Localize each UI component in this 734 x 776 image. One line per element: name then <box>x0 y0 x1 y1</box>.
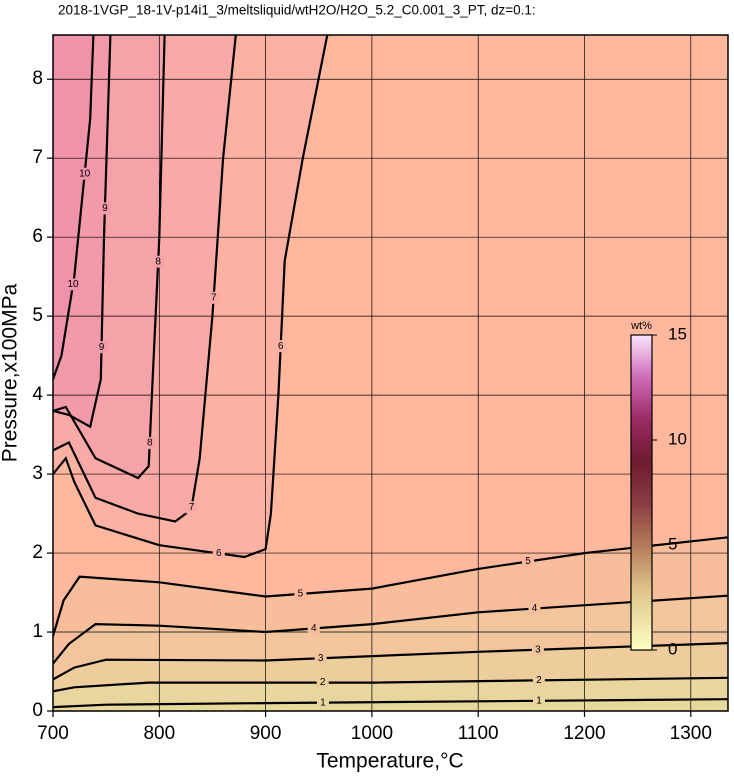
contour-label-bg <box>274 340 287 353</box>
x-tick-label: 800 <box>143 723 175 744</box>
contour-label-text: 7 <box>189 502 195 513</box>
colorbar-label: wt% <box>630 320 652 332</box>
y-tick-label: 3 <box>32 463 43 484</box>
contour-line <box>53 642 728 681</box>
contour-label-bg <box>307 622 320 635</box>
x-tick-label: 1000 <box>351 723 393 744</box>
contour-label-text: 7 <box>211 292 217 303</box>
contour-label: 9 <box>95 341 108 354</box>
contour-line <box>53 698 728 709</box>
contour-label-bg <box>212 547 225 560</box>
contour-label-text: 5 <box>525 556 531 567</box>
contour-label-text: 10 <box>79 168 91 179</box>
contour-label-bg <box>528 602 541 615</box>
contour-line <box>53 35 237 523</box>
y-tick-label: 6 <box>32 226 43 247</box>
x-tick-label: 700 <box>37 723 69 744</box>
contour-label-text: 9 <box>99 342 105 353</box>
plot-frame <box>52 34 729 712</box>
contour-label-text: 5 <box>298 589 304 600</box>
contour-label-bg <box>185 501 198 514</box>
plot-area: 1 1 2 2 3 3 4 4 5 5 6 6 7 7 8 8 9 9 10 10 <box>53 35 728 711</box>
contour-label-bg <box>314 652 327 665</box>
contour-line <box>53 676 728 693</box>
contour-label-bg <box>532 674 545 687</box>
colorbar-tick-label: 5 <box>668 534 677 553</box>
y-tick-label: 5 <box>32 305 43 326</box>
contour-label: 1 <box>316 696 329 709</box>
contour-label: 5 <box>522 555 535 568</box>
contour-label: 10 <box>78 167 91 180</box>
contour-label: 6 <box>212 547 225 560</box>
contour-label-text: 2 <box>536 675 542 686</box>
contour-fill <box>53 35 94 380</box>
x-axis-label: Temperature,°C <box>316 750 463 773</box>
contour-label-bg <box>98 202 111 215</box>
contour-label-text: 10 <box>67 279 79 290</box>
y-tick-label: 8 <box>32 68 43 89</box>
contour-label-bg <box>143 436 156 449</box>
contour-label: 4 <box>307 622 320 635</box>
y-tick-label: 4 <box>32 384 43 405</box>
contour-label: 3 <box>531 643 544 656</box>
contour-label-bg <box>316 696 329 709</box>
contour-line <box>53 536 728 637</box>
contour-label-text: 6 <box>216 548 222 559</box>
contour-label-bg <box>78 167 91 180</box>
contour-line <box>53 35 95 380</box>
x-tick-label: 1100 <box>458 723 499 744</box>
contour-label: 10 <box>67 278 80 291</box>
contour-label: 8 <box>152 255 165 268</box>
contour-label-bg <box>294 587 307 600</box>
contour-label-text: 6 <box>278 341 284 352</box>
contour-label-text: 8 <box>155 256 161 267</box>
contour-label-text: 1 <box>536 695 542 706</box>
contour-label-text: 2 <box>320 677 326 688</box>
contour-label: 7 <box>207 291 220 304</box>
contour-label-bg <box>316 676 329 689</box>
colorbar-tick-label: 0 <box>668 639 677 658</box>
contour-label-text: 1 <box>320 697 326 708</box>
y-axis-label: Pressure,x100MPa <box>0 283 22 462</box>
contour-label-bg <box>67 278 80 291</box>
y-tick-label: 7 <box>32 147 43 168</box>
colorbar <box>630 334 653 651</box>
contour-label: 9 <box>98 202 111 215</box>
x-tick-label: 1200 <box>563 723 605 744</box>
contour-label: 2 <box>532 674 545 687</box>
contour-label: 7 <box>185 501 198 514</box>
contour-label-text: 9 <box>102 203 108 214</box>
contour-label-bg <box>531 643 544 656</box>
contour-label-bg <box>95 341 108 354</box>
contour-label: 4 <box>528 602 541 615</box>
contour-label: 6 <box>274 340 287 353</box>
y-tick-label: 1 <box>32 621 43 642</box>
contour-label-bg <box>522 555 535 568</box>
contour-label-text: 8 <box>147 438 153 449</box>
contour-label: 1 <box>532 694 545 707</box>
x-tick-label: 1300 <box>670 723 712 744</box>
colorbar-tick-label: 10 <box>668 429 687 448</box>
contour-label: 2 <box>316 676 329 689</box>
contour-label-bg <box>207 291 220 304</box>
contour-line <box>53 594 728 665</box>
contour-label-bg <box>532 694 545 707</box>
contour-label-text: 4 <box>311 623 317 634</box>
contour-label: 5 <box>294 587 307 600</box>
y-tick-label: 2 <box>32 542 43 563</box>
y-tick-label: 0 <box>32 700 43 721</box>
chart-title: 2018-1VGP_18-1V-p14i1_3/meltsliquid/wtH2… <box>58 3 536 18</box>
x-tick-label: 900 <box>250 723 282 744</box>
contour-label: 8 <box>143 436 156 449</box>
contour-line <box>53 35 329 559</box>
axes: 700 800 900 1000 1100 1200 1300012345678wt%051… <box>32 34 729 744</box>
contour-label: 3 <box>314 652 327 665</box>
contour-label-text: 4 <box>532 603 538 614</box>
contour-label-text: 3 <box>535 644 541 655</box>
contour-label-text: 3 <box>318 653 324 664</box>
contour-label-bg <box>152 255 165 268</box>
colorbar-tick-label: 15 <box>668 324 687 343</box>
